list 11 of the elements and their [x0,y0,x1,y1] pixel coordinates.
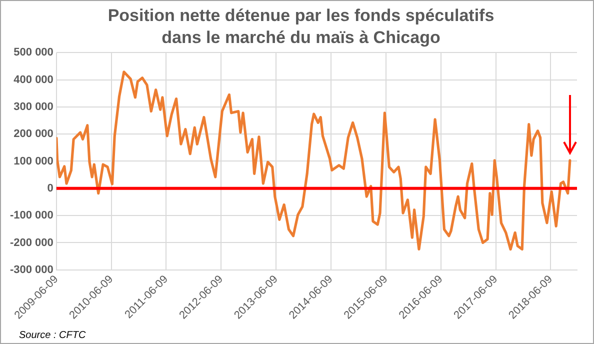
y-tick-label: 100 000 [14,155,54,168]
y-tick-label: 300 000 [14,100,54,113]
y-tick-label: -300 000 [10,264,54,276]
y-tick-label: 500 000 [14,46,54,59]
y-tick-label: 0 [47,182,54,194]
chart-title: Position nette détenue par les fonds spéculatifs dans le marché du maïs à Chicago [106,5,496,49]
y-tick-label: -100 000 [10,210,54,222]
y-tick-label: 400 000 [14,74,54,86]
source-note: Source : CFTC [19,330,86,341]
y-tick-label: 200 000 [14,128,54,140]
y-tick-label: -200 000 [10,236,54,249]
